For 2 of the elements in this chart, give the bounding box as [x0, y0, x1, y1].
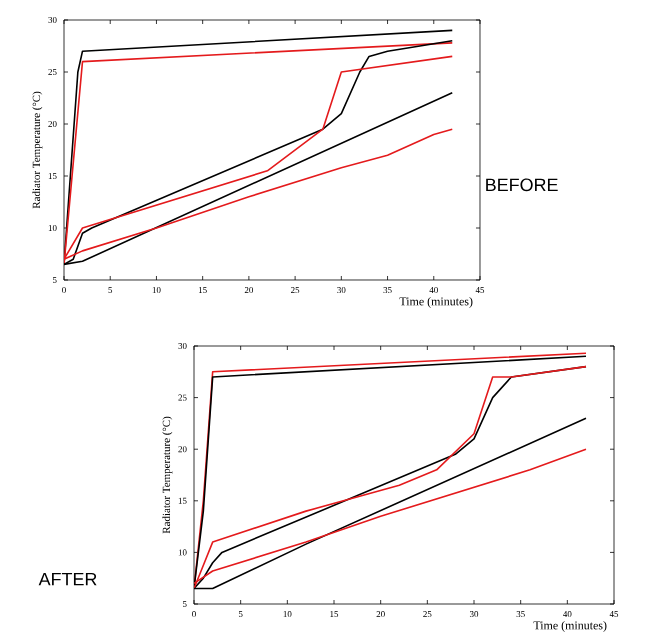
text: AFTER	[38, 572, 97, 586]
text: BEFORE	[486, 178, 558, 192]
